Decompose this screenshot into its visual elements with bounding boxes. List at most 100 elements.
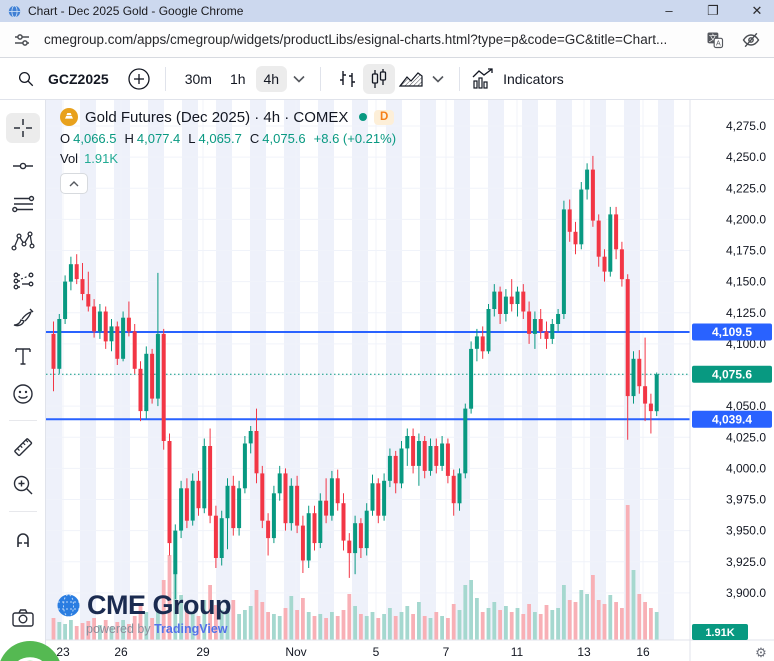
sidebar-separator	[8, 511, 37, 512]
fib-retracement-tool[interactable]	[6, 189, 40, 219]
svg-text:4,125.0: 4,125.0	[726, 306, 766, 320]
legend-collapse-button[interactable]	[60, 173, 88, 194]
trend-line-icon	[12, 162, 33, 170]
search-icon	[18, 71, 34, 86]
svg-text:文: 文	[709, 32, 718, 42]
svg-text:26: 26	[114, 645, 128, 659]
volume-value: 1.91K	[84, 151, 119, 166]
trend-line-tool[interactable]	[6, 151, 40, 181]
crosshair-tool[interactable]	[5, 113, 40, 143]
bars-style-button[interactable]	[331, 64, 363, 94]
url-text[interactable]: cmegroup.com/apps/cmegroup/widgets/produ…	[44, 32, 668, 47]
svg-text:4,250.0: 4,250.0	[726, 150, 766, 164]
symbol-search-button[interactable]	[10, 64, 42, 94]
high-value: 4,077.4	[136, 131, 181, 146]
svg-text:3,975.0: 3,975.0	[726, 493, 766, 507]
svg-text:29: 29	[196, 645, 210, 659]
prediction-icon	[13, 272, 33, 290]
close-value: 4,075.6	[262, 131, 306, 146]
svg-text:4,025.0: 4,025.0	[726, 430, 766, 444]
brush-icon	[13, 308, 33, 327]
horizontal-level-lines[interactable]	[46, 331, 690, 421]
interval-30m[interactable]: 30m	[177, 66, 220, 92]
svg-text:3,900.0: 3,900.0	[726, 586, 766, 600]
indicators-label: Indicators	[503, 70, 564, 87]
ruler-tool[interactable]	[6, 432, 40, 462]
symbol-name[interactable]: GCZ2025	[48, 70, 109, 87]
interval-1h[interactable]: 1h	[222, 66, 254, 92]
site-settings-icon[interactable]	[12, 30, 32, 50]
candles-chart-icon	[371, 68, 387, 88]
plus-circle-icon	[128, 67, 150, 90]
maximize-button[interactable]: ❐	[707, 3, 719, 18]
chevron-up-icon	[69, 180, 79, 186]
gear-icon[interactable]: ⚙	[755, 645, 767, 660]
magnet-tool[interactable]	[6, 523, 40, 553]
interval-group: 30m 1h 4h	[176, 65, 288, 92]
open-value: 4,066.5	[73, 131, 117, 146]
svg-text:Nov: Nov	[285, 645, 306, 659]
indicators-icon	[472, 67, 493, 89]
grid-lines	[46, 100, 690, 640]
ruler-icon	[13, 438, 32, 457]
translate-icon[interactable]: 文 A	[704, 30, 726, 50]
bars-chart-icon	[340, 70, 356, 87]
eye-off-icon[interactable]	[740, 30, 762, 50]
volume-bars	[51, 505, 659, 640]
svg-text:23: 23	[56, 645, 70, 659]
magnet-icon	[16, 533, 29, 547]
volume-axis-badge: 1.91K	[692, 624, 748, 640]
address-bar: cmegroup.com/apps/cmegroup/widgets/produ…	[0, 22, 774, 58]
last-price-badge: 4,075.6	[692, 365, 772, 383]
svg-text:4,200.0: 4,200.0	[726, 212, 766, 226]
style-menu-chevron[interactable]	[427, 65, 449, 93]
gold-symbol-icon	[60, 108, 78, 126]
text-tool[interactable]	[6, 341, 40, 371]
zoom-in-tool[interactable]	[6, 470, 40, 500]
brush-tool[interactable]	[6, 303, 40, 333]
minimize-button[interactable]: –	[665, 3, 673, 18]
prediction-tool[interactable]	[6, 265, 40, 295]
chevron-down-icon	[432, 75, 444, 83]
close-button[interactable]: ✕	[751, 3, 763, 18]
area-style-button[interactable]	[395, 64, 427, 94]
svg-text:4,000.0: 4,000.0	[726, 461, 766, 475]
change-value: +8.6 (+0.21%)	[313, 131, 397, 146]
legend-title[interactable]: Gold Futures (Dec 2025) · 4h · COMEX	[85, 108, 349, 126]
drawing-tools-sidebar	[0, 100, 46, 661]
interval-4h[interactable]: 4h	[255, 65, 288, 92]
toolbar-separator	[164, 66, 166, 91]
svg-text:11: 11	[511, 645, 524, 659]
svg-text:13: 13	[577, 645, 591, 659]
fib-retracement-icon	[11, 195, 34, 213]
text-icon	[14, 348, 31, 365]
time-axis[interactable]: 23 26 29 Nov 5 7 11 13 16	[56, 645, 650, 659]
svg-text:4,175.0: 4,175.0	[726, 244, 766, 258]
svg-text:4,109.5: 4,109.5	[712, 325, 752, 339]
xabcd-pattern-tool[interactable]	[6, 227, 40, 257]
market-status-dot	[359, 113, 368, 121]
chat-widget-icon	[18, 657, 43, 661]
interval-menu-chevron[interactable]	[288, 65, 310, 93]
svg-text:16: 16	[636, 645, 650, 659]
data-mode-badge[interactable]: D	[374, 109, 394, 125]
svg-text:4,275.0: 4,275.0	[726, 119, 766, 133]
svg-text:4,150.0: 4,150.0	[726, 275, 766, 289]
indicators-button[interactable]: Indicators	[470, 67, 564, 91]
chart-legend: Gold Futures (Dec 2025) · 4h · COMEX D O…	[60, 108, 401, 194]
sidebar-separator	[8, 420, 37, 421]
svg-text:4,225.0: 4,225.0	[726, 181, 766, 195]
candles-style-button[interactable]	[363, 63, 396, 94]
price-chart[interactable]: 4,275.0 4,250.0 4,225.0 4,200.0 4,175.0 4,150…	[46, 100, 774, 661]
screenshot-tool[interactable]	[6, 603, 40, 633]
chart-region: 4,275.0 4,250.0 4,225.0 4,200.0 4,175.0 4,150…	[0, 100, 774, 661]
compare-add-button[interactable]	[123, 64, 155, 94]
xabcd-pattern-icon	[10, 231, 35, 251]
emoji-tool[interactable]	[6, 379, 40, 409]
svg-text:4,075.6: 4,075.6	[712, 367, 752, 381]
chat-widget-button[interactable]	[0, 641, 62, 661]
low-value: 4,065.7	[198, 131, 242, 146]
svg-text:5: 5	[373, 645, 380, 659]
svg-text:3,925.0: 3,925.0	[726, 555, 766, 569]
